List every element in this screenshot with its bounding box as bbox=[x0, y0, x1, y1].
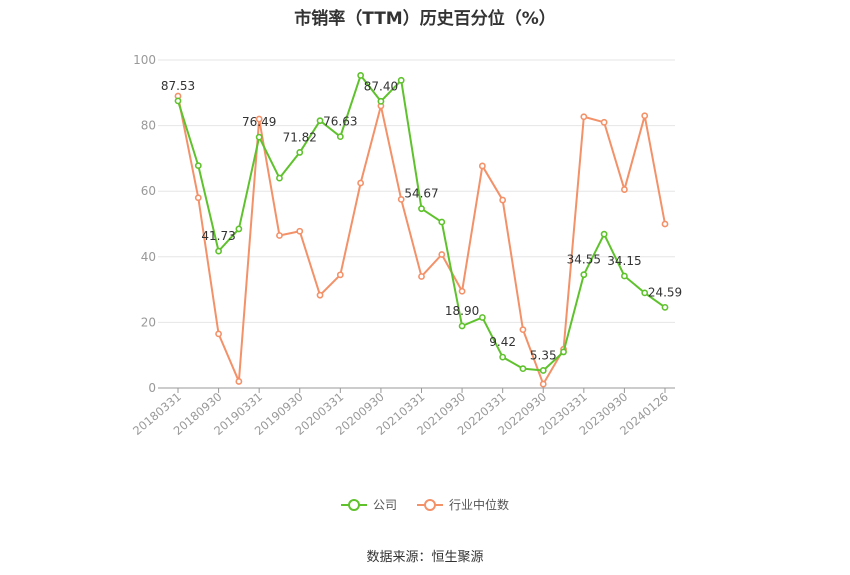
legend-item-industry-median[interactable]: 行业中位数 bbox=[417, 496, 509, 513]
company-data-label: 54.67 bbox=[404, 187, 438, 201]
industry-median-data-point bbox=[600, 118, 608, 126]
industry-median-data-point bbox=[235, 378, 243, 385]
company-data-label: 24.59 bbox=[648, 285, 682, 299]
company-data-point bbox=[255, 133, 263, 141]
company-data-point bbox=[580, 271, 588, 279]
industry-median-data-point bbox=[438, 251, 446, 258]
industry-median-data-point bbox=[397, 195, 405, 203]
legend-label-industry-median: 行业中位数 bbox=[449, 498, 510, 512]
y-tick-label: 100 bbox=[133, 53, 156, 67]
company-data-point bbox=[377, 97, 385, 105]
chart-title: 市销率（TTM）历史百分位（%） bbox=[294, 9, 556, 29]
company-data-point bbox=[174, 97, 182, 105]
industry-median-data-point bbox=[458, 287, 466, 295]
company-data-point bbox=[235, 225, 243, 233]
company-data-point bbox=[438, 218, 446, 226]
company-data-label: 34.15 bbox=[607, 254, 641, 268]
company-data-label: 9.42 bbox=[489, 335, 516, 349]
industry-median-data-point bbox=[194, 194, 202, 202]
industry-median-data-point bbox=[316, 291, 324, 299]
industry-median-data-point bbox=[418, 273, 425, 280]
legend: 公司 行业中位数 bbox=[0, 496, 850, 513]
industry-median-data-point bbox=[621, 186, 628, 193]
industry-median-data-point bbox=[215, 330, 222, 338]
company-data-point bbox=[296, 149, 304, 156]
company-data-point bbox=[600, 230, 608, 238]
source-note: 数据来源：恒生聚源 bbox=[366, 550, 484, 565]
company-data-label: 18.90 bbox=[445, 304, 479, 318]
company-data-point bbox=[276, 174, 283, 182]
company-data-point bbox=[458, 322, 466, 330]
company-data-point bbox=[621, 272, 628, 280]
company-data-point bbox=[641, 289, 649, 297]
company-data-point bbox=[661, 303, 669, 311]
industry-median-data-point bbox=[661, 220, 669, 228]
company-data-label: 5.35 bbox=[530, 348, 557, 362]
industry-median-data-point bbox=[539, 380, 547, 388]
company-data-label: 71.82 bbox=[283, 130, 317, 144]
company-data-point bbox=[519, 365, 527, 373]
industry-median-data-point bbox=[336, 271, 344, 279]
y-tick-label: 80 bbox=[141, 119, 156, 133]
company-data-label: 87.40 bbox=[364, 79, 398, 93]
industry-median-data-point bbox=[499, 196, 507, 204]
company-data-point bbox=[560, 348, 567, 356]
company-data-label: 41.73 bbox=[201, 229, 235, 243]
legend-label-company: 公司 bbox=[372, 498, 397, 512]
industry-median-data-point bbox=[478, 162, 486, 170]
industry-median-data-point bbox=[255, 115, 263, 123]
industry-median-data-point bbox=[519, 326, 527, 334]
company-data-point bbox=[499, 353, 507, 361]
company-data-point bbox=[215, 247, 222, 255]
legend-company-marker-icon bbox=[340, 498, 367, 511]
industry-median-data-point bbox=[580, 113, 588, 121]
legend-industry-marker-icon bbox=[417, 498, 443, 511]
industry-median-data-point bbox=[276, 232, 283, 239]
company-data-point bbox=[478, 314, 486, 321]
company-data-point bbox=[397, 76, 405, 84]
industry-median-series-line bbox=[177, 95, 666, 386]
company-data-point bbox=[194, 162, 202, 170]
legend-item-company[interactable]: 公司 bbox=[340, 496, 397, 513]
company-data-point bbox=[336, 133, 344, 141]
y-tick-label: 60 bbox=[141, 184, 156, 198]
y-tick-label: 40 bbox=[141, 250, 156, 264]
company-data-point bbox=[357, 72, 365, 79]
company-data-label: 76.63 bbox=[323, 115, 357, 129]
company-data-label: 34.55 bbox=[567, 253, 601, 267]
company-data-point bbox=[418, 205, 425, 213]
industry-median-data-point bbox=[296, 227, 304, 235]
company-data-point bbox=[539, 367, 547, 374]
y-tick-label: 20 bbox=[141, 315, 156, 329]
company-data-label: 87.53 bbox=[161, 79, 195, 93]
industry-median-data-point bbox=[641, 112, 649, 120]
company-data-label: 76.49 bbox=[242, 115, 276, 129]
y-tick-label: 0 bbox=[148, 381, 156, 395]
company-data-point bbox=[316, 117, 324, 125]
industry-median-data-point bbox=[357, 179, 365, 187]
